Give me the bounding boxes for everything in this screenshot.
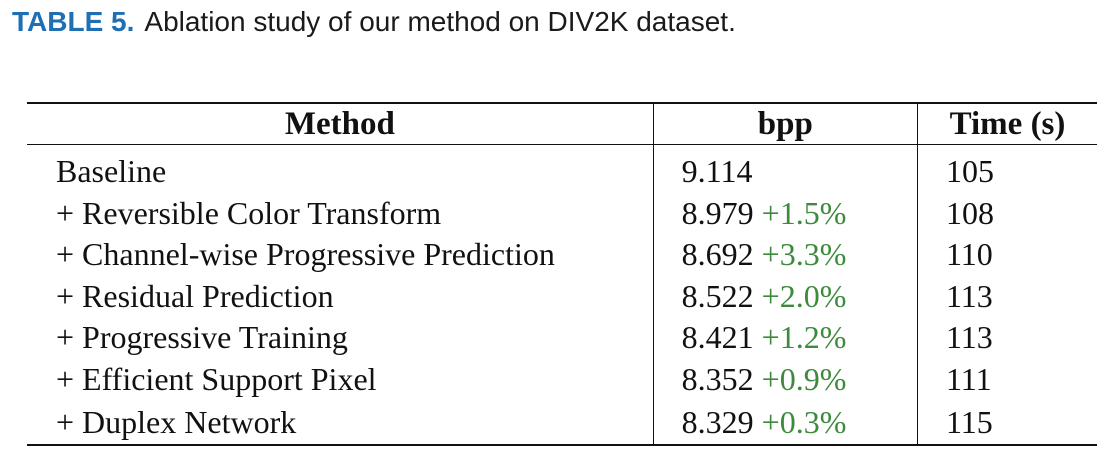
bpp-value: 8.692	[681, 236, 754, 273]
cell-bpp: 8.522 +2.0%	[653, 275, 918, 317]
header-method: Method	[27, 103, 654, 145]
cell-time: 115	[945, 403, 993, 440]
ablation-table-container: Method bpp Time (s) Baseline 9.114 105 +…	[27, 102, 1097, 446]
cell-method: Baseline	[27, 151, 654, 193]
bpp-value: 8.329	[681, 403, 754, 440]
bpp-gain: +1.2%	[761, 319, 847, 356]
bpp-value: 8.352	[681, 360, 754, 397]
cell-bpp: 9.114	[653, 151, 918, 193]
cell-method: + Residual Prediction	[27, 275, 654, 317]
cell-method: + Efficient Support Pixel	[27, 358, 654, 400]
bpp-gain: +2.0%	[761, 277, 847, 314]
bpp-gain: +3.3%	[761, 236, 847, 273]
cell-bpp: 8.692 +3.3%	[653, 234, 918, 276]
cell-method: + Progressive Training	[27, 317, 654, 359]
cell-time: 105	[945, 153, 994, 190]
table-body: Baseline 9.114 105 + Reversible Color Tr…	[27, 151, 1097, 445]
table-row: Baseline 9.114 105	[27, 151, 1097, 193]
bpp-value: 8.522	[681, 277, 754, 314]
table-caption-label: TABLE 5.	[12, 6, 135, 37]
cell-method: + Reversible Color Transform	[27, 192, 654, 234]
bpp-value: 9.114	[681, 153, 753, 190]
bpp-gain: +0.3%	[761, 403, 847, 440]
table-row: + Progressive Training 8.421 +1.2% 113	[27, 317, 1097, 359]
table-header-row: Method bpp Time (s)	[27, 103, 1097, 145]
header-time: Time (s)	[917, 103, 1097, 145]
cell-time: 113	[945, 277, 993, 314]
header-double-rule	[27, 144, 1097, 151]
cell-bpp: 8.421 +1.2%	[653, 317, 918, 359]
table-row: + Efficient Support Pixel 8.352 +0.9% 111	[27, 358, 1097, 400]
table-row: + Channel-wise Progressive Prediction 8.…	[27, 234, 1097, 276]
table-row: + Residual Prediction 8.522 +2.0% 113	[27, 275, 1097, 317]
table-caption-text: Ablation study of our method on DIV2K da…	[144, 6, 736, 37]
bpp-value: 8.979	[681, 194, 754, 231]
cell-time: 108	[945, 194, 994, 231]
cell-bpp: 8.979 +1.5%	[653, 192, 918, 234]
bpp-gain: +0.9%	[761, 360, 847, 397]
table-row: + Duplex Network 8.329 +0.3% 115	[27, 400, 1097, 445]
bpp-value: 8.421	[681, 319, 754, 356]
cell-bpp: 8.352 +0.9%	[653, 358, 918, 400]
cell-method: + Channel-wise Progressive Prediction	[27, 234, 654, 276]
cell-time: 110	[945, 236, 993, 273]
table-caption: TABLE 5. Ablation study of our method on …	[12, 6, 736, 38]
cell-time: 111	[945, 360, 992, 397]
cell-method: + Duplex Network	[27, 400, 654, 445]
header-bpp: bpp	[653, 103, 918, 145]
table-row: + Reversible Color Transform 8.979 +1.5% …	[27, 192, 1097, 234]
bpp-gain: +1.5%	[761, 194, 847, 231]
cell-bpp: 8.329 +0.3%	[653, 400, 918, 445]
cell-time: 113	[945, 319, 993, 356]
ablation-table: Method bpp Time (s) Baseline 9.114 105 +…	[27, 102, 1097, 446]
